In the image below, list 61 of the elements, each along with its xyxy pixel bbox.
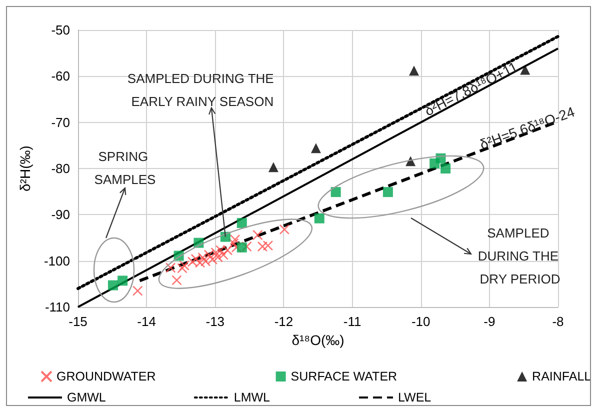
point xyxy=(222,245,233,256)
point xyxy=(200,256,211,266)
point xyxy=(268,162,278,172)
x-tick-label: -11 xyxy=(343,314,362,329)
y-axis-title: δ²H(‰) xyxy=(17,146,33,192)
point xyxy=(207,254,218,265)
y-tick-label: -90 xyxy=(51,207,70,222)
point xyxy=(314,213,324,224)
y-tick-label: -50 xyxy=(51,22,70,38)
point xyxy=(215,245,226,256)
y-tick-label: -60 xyxy=(51,68,70,84)
point xyxy=(252,230,263,240)
point xyxy=(257,241,268,252)
y-tick-label: -80 xyxy=(51,161,70,176)
point xyxy=(165,262,176,273)
legend-label: GROUNDWATER xyxy=(56,370,156,384)
legend-label: LWEL xyxy=(398,390,432,404)
point xyxy=(409,66,419,76)
point xyxy=(190,254,202,264)
legend-label: GMWL xyxy=(67,390,106,404)
point xyxy=(218,250,229,260)
point xyxy=(236,242,247,252)
x-tick-label: -14 xyxy=(137,314,156,329)
x-tick-label: -12 xyxy=(274,314,294,329)
point xyxy=(118,276,128,286)
x-tick-label: -10 xyxy=(411,314,430,329)
point xyxy=(228,238,239,248)
point xyxy=(330,187,341,198)
point xyxy=(310,143,321,154)
point xyxy=(198,252,208,263)
point xyxy=(132,286,143,296)
point xyxy=(204,250,214,260)
point xyxy=(242,241,252,252)
x-tick-label: -15 xyxy=(68,314,88,329)
point xyxy=(177,263,188,274)
point xyxy=(187,256,198,267)
point xyxy=(520,64,530,75)
annotation: SPRING SAMPLES xyxy=(94,149,156,187)
point xyxy=(236,218,247,228)
x-axis-title: δ¹⁸O(‰) xyxy=(292,332,344,348)
annotation: SAMPLED DURING THE EARLY RAINY SEASON xyxy=(127,70,278,109)
point xyxy=(172,275,182,286)
point xyxy=(212,252,224,262)
x-tick-label: -9 xyxy=(484,314,496,329)
point xyxy=(440,164,451,174)
point xyxy=(194,258,206,268)
point xyxy=(210,247,221,258)
point xyxy=(382,187,393,198)
annotation: SAMPLED DURING THE DRY PERIOD xyxy=(478,226,562,286)
point xyxy=(262,240,274,251)
y-tick-label: -110 xyxy=(44,300,70,314)
legend-label: RAINFALL xyxy=(532,370,592,384)
x-tick-label: -8 xyxy=(552,314,564,329)
legend-label: SURFACE WATER xyxy=(290,370,398,384)
y-tick-label: -100 xyxy=(44,253,70,268)
legend-label: LMWL xyxy=(234,390,270,404)
point xyxy=(279,224,290,235)
point xyxy=(108,280,118,290)
y-tick-label: -70 xyxy=(51,114,70,130)
point xyxy=(179,260,190,271)
x-tick-label: -13 xyxy=(206,314,225,329)
